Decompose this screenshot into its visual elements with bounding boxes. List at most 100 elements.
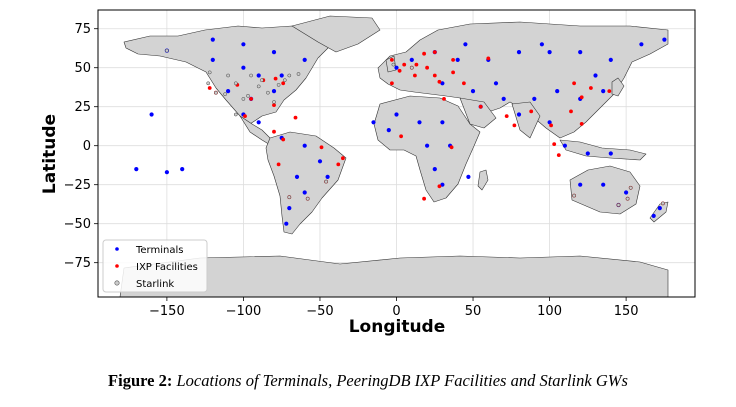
point-ixp-facilities bbox=[293, 115, 298, 120]
point-starlink bbox=[241, 97, 246, 101]
point-starlink bbox=[246, 93, 250, 98]
point-starlink bbox=[214, 90, 218, 95]
point-terminals bbox=[532, 96, 537, 101]
point-terminals bbox=[394, 65, 399, 70]
land-eurasia bbox=[377, 21, 669, 139]
point-terminals bbox=[539, 42, 545, 47]
point-starlink bbox=[226, 73, 230, 78]
point-starlink bbox=[259, 78, 264, 83]
land-south-america bbox=[265, 131, 347, 235]
legend-label-terminals: Terminals bbox=[135, 245, 183, 256]
point-terminals bbox=[578, 50, 583, 55]
point-ixp-facilities bbox=[422, 51, 426, 56]
legend-box bbox=[102, 239, 208, 293]
point-ixp-facilities bbox=[336, 162, 341, 167]
scatter-points bbox=[134, 37, 667, 226]
point-starlink bbox=[233, 81, 238, 86]
caption-label: Figure 2: bbox=[108, 371, 173, 390]
point-terminals bbox=[417, 120, 422, 125]
point-terminals bbox=[608, 151, 613, 156]
point-terminals bbox=[657, 206, 662, 211]
point-starlink bbox=[287, 73, 292, 78]
point-ixp-facilities bbox=[478, 104, 483, 109]
point-terminals bbox=[302, 143, 307, 148]
point-ixp-facilities bbox=[579, 95, 584, 100]
point-ixp-facilities bbox=[437, 79, 442, 84]
point-terminals bbox=[241, 42, 246, 47]
legend: Terminals IXP Facilities Starlink bbox=[102, 239, 208, 293]
point-ixp-facilities bbox=[399, 134, 403, 139]
point-terminals bbox=[180, 167, 185, 172]
point-ixp-facilities bbox=[281, 137, 286, 142]
land-greenland bbox=[291, 15, 381, 53]
point-terminals bbox=[562, 143, 568, 148]
point-terminals bbox=[432, 167, 437, 172]
point-terminals bbox=[470, 89, 476, 94]
point-ixp-facilities bbox=[569, 109, 573, 114]
point-ixp-facilities bbox=[512, 123, 517, 128]
point-ixp-facilities bbox=[414, 62, 419, 67]
point-terminals bbox=[284, 221, 289, 226]
point-terminals bbox=[164, 170, 169, 175]
point-terminals bbox=[555, 89, 560, 94]
point-terminals bbox=[466, 174, 471, 179]
point-terminals bbox=[585, 151, 590, 156]
point-ixp-facilities bbox=[432, 50, 437, 54]
point-terminals bbox=[639, 42, 644, 47]
point-ixp-facilities bbox=[442, 97, 446, 101]
point-ixp-facilities bbox=[319, 145, 324, 150]
point-terminals bbox=[302, 190, 307, 195]
x-tick-label: 100 bbox=[537, 304, 562, 319]
point-ixp-facilities bbox=[549, 123, 553, 128]
scatter-map-chart: −150 −100 −50 0 50 100 150 75 50 25 0 −25 −50 −75 Lon… bbox=[40, 9, 696, 337]
point-terminals bbox=[271, 89, 277, 94]
point-terminals bbox=[394, 112, 399, 117]
point-terminals bbox=[547, 120, 552, 125]
legend-label-starlink: Starlink bbox=[136, 279, 174, 290]
point-terminals bbox=[601, 89, 606, 94]
point-ixp-facilities bbox=[276, 162, 281, 167]
point-terminals bbox=[651, 213, 656, 218]
point-starlink bbox=[628, 185, 633, 190]
x-tick-label: −150 bbox=[149, 304, 185, 319]
y-tick-label: 25 bbox=[74, 100, 91, 115]
point-starlink bbox=[223, 92, 227, 97]
point-terminals bbox=[608, 57, 613, 63]
x-tick-label: 50 bbox=[465, 304, 482, 319]
y-tick-label: −25 bbox=[64, 178, 91, 193]
point-terminals bbox=[271, 50, 277, 55]
y-axis-title: Latitude bbox=[40, 114, 60, 194]
point-terminals bbox=[624, 190, 629, 195]
point-terminals bbox=[516, 112, 522, 117]
point-terminals bbox=[294, 174, 300, 179]
point-ixp-facilities bbox=[462, 81, 466, 86]
point-starlink bbox=[272, 100, 276, 104]
axis-ticks: −150 −100 −50 0 50 100 150 75 50 25 0 −25 −50 −75 bbox=[64, 22, 639, 319]
point-ixp-facilities bbox=[437, 184, 442, 189]
point-starlink bbox=[324, 179, 328, 184]
point-ixp-facilities bbox=[397, 68, 402, 73]
point-ixp-facilities bbox=[413, 73, 417, 78]
point-terminals bbox=[134, 167, 139, 172]
land-japan bbox=[611, 77, 625, 97]
point-ixp-facilities bbox=[341, 156, 345, 161]
point-terminals bbox=[463, 42, 468, 47]
land-indonesia bbox=[559, 139, 647, 161]
point-starlink bbox=[256, 84, 261, 89]
point-ixp-facilities bbox=[449, 145, 454, 150]
point-ixp-facilities bbox=[390, 81, 394, 86]
point-terminals bbox=[371, 120, 376, 125]
x-tick-label: −50 bbox=[306, 304, 333, 319]
y-tick-label: 75 bbox=[74, 22, 91, 37]
point-starlink bbox=[616, 203, 621, 207]
point-terminals bbox=[493, 81, 499, 86]
point-terminals bbox=[455, 57, 460, 63]
point-terminals bbox=[226, 89, 231, 94]
point-ixp-facilities bbox=[552, 142, 557, 147]
point-starlink bbox=[249, 73, 253, 78]
point-ixp-facilities bbox=[272, 129, 276, 134]
point-ixp-facilities bbox=[249, 97, 254, 101]
point-ixp-facilities bbox=[504, 114, 509, 118]
point-ixp-facilities bbox=[390, 58, 394, 62]
legend-label-ixp: IXP Facilities bbox=[136, 262, 198, 273]
